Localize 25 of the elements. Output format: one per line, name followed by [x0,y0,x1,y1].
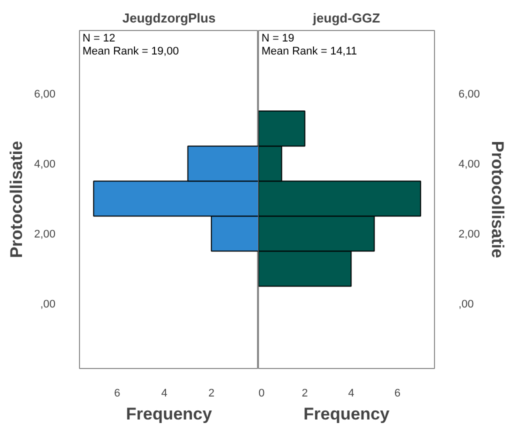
y-tick-label: 4,00 [34,158,56,171]
annotation: Mean Rank = 14,11 [262,46,357,58]
y-axis-title: Protocollisatie [7,140,26,258]
annotation: N = 12 [82,32,116,44]
y-axis-title: Protocollisatie [488,140,507,258]
x-tick-label: 6 [114,388,120,400]
y-tick-label: 4,00 [458,158,480,171]
chart-title: jeugd-GGZ [312,10,380,26]
x-axis-title: Frequency [126,404,213,424]
chart-title: JeugdzorgPlus [122,10,216,26]
x-tick-label: 0 [258,388,265,400]
annotation: Mean Rank = 19,00 [82,46,179,58]
y-tick-label: ,00 [40,298,56,311]
x-tick-label: 6 [394,388,401,400]
y-tick-label: 6,00 [34,88,56,101]
y-tick-label: 2,00 [458,228,480,241]
x-axis-title: Frequency [304,404,390,424]
x-tick-label: 4 [348,388,354,400]
y-tick-label: ,00 [458,298,474,311]
y-tick-label: 2,00 [34,228,56,241]
x-tick-label: 2 [208,388,214,400]
x-tick-label: 2 [302,388,308,400]
x-tick-label: 4 [161,388,168,400]
annotation: N = 19 [262,32,294,44]
y-tick-label: 6,00 [458,88,480,101]
